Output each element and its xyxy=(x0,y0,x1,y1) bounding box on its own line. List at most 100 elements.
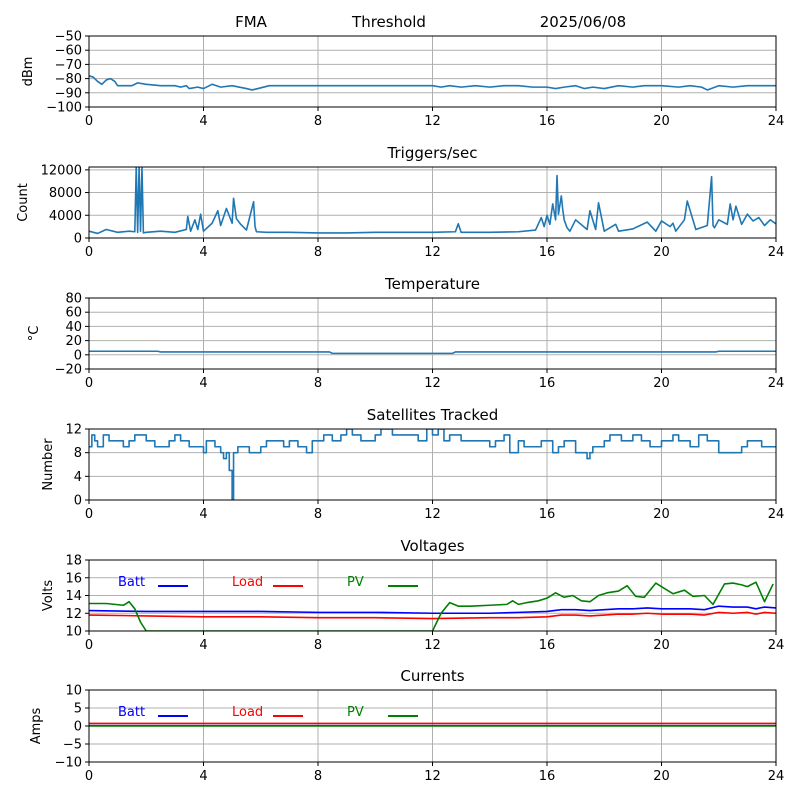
x-tick-label: 0 xyxy=(85,638,93,653)
y-tick-label: −5 xyxy=(63,738,82,753)
x-tick-label: 24 xyxy=(768,638,785,653)
y-axis-label: Amps xyxy=(29,707,44,744)
y-tick-label: 14 xyxy=(65,589,82,604)
y-tick-label: 12 xyxy=(65,607,82,622)
x-tick-label: 24 xyxy=(768,376,785,391)
y-tick-label: −90 xyxy=(55,86,82,101)
panel-title: Satellites Tracked xyxy=(367,406,498,424)
x-tick-label: 16 xyxy=(539,245,556,260)
y-tick-label: −60 xyxy=(55,44,82,59)
x-tick-label: 16 xyxy=(539,507,556,522)
legend-label-batt: Batt xyxy=(118,575,145,590)
x-tick-label: 12 xyxy=(424,245,441,260)
x-tick-label: 12 xyxy=(424,114,441,129)
x-tick-label: 8 xyxy=(314,245,322,260)
x-tick-label: 12 xyxy=(424,376,441,391)
x-tick-label: 0 xyxy=(85,114,93,129)
x-tick-label: 4 xyxy=(199,638,207,653)
y-tick-label: 0 xyxy=(74,494,82,509)
y-tick-label: −80 xyxy=(55,72,82,87)
y-tick-label: 16 xyxy=(65,571,82,586)
y-tick-label: 18 xyxy=(65,554,82,569)
x-tick-label: 4 xyxy=(199,114,207,129)
x-tick-label: 20 xyxy=(653,638,670,653)
y-axis-label: °C xyxy=(27,326,42,342)
x-tick-label: 20 xyxy=(653,507,670,522)
chart-panel-0: 0 4 8 12 16 20 24 −100−90−80−70−60−50 dBm xyxy=(21,30,784,130)
panel-title: Voltages xyxy=(400,537,464,555)
x-tick-label: 24 xyxy=(768,769,785,784)
legend-label-load: Load xyxy=(232,705,263,720)
y-tick-label: −20 xyxy=(55,363,82,378)
y-tick-label: 40 xyxy=(65,320,82,335)
y-tick-label: 8000 xyxy=(49,186,82,201)
y-tick-label: −70 xyxy=(55,58,82,73)
x-tick-label: 8 xyxy=(314,769,322,784)
y-tick-label: 8 xyxy=(74,446,82,461)
header-mode: Threshold xyxy=(351,13,426,31)
x-tick-label: 24 xyxy=(768,507,785,522)
header-date: 2025/06/08 xyxy=(540,13,626,31)
x-tick-label: 8 xyxy=(314,638,322,653)
legend-label-load: Load xyxy=(232,575,263,590)
x-tick-label: 0 xyxy=(85,376,93,391)
x-tick-label: 8 xyxy=(314,376,322,391)
x-tick-label: 20 xyxy=(653,114,670,129)
y-tick-label: 80 xyxy=(65,292,82,307)
chart-panel-4: 0 4 8 12 16 20 24 10 12 14 16 18 Voltages Volts Batt Lo… xyxy=(41,537,784,653)
legend-label-batt: Batt xyxy=(118,705,145,720)
x-tick-label: 12 xyxy=(424,638,441,653)
x-tick-label: 16 xyxy=(539,769,556,784)
y-tick-label: 10 xyxy=(65,684,82,699)
series-line-0 xyxy=(89,167,776,235)
panel-title: Currents xyxy=(400,667,464,685)
x-tick-label: 0 xyxy=(85,769,93,784)
y-tick-label: −10 xyxy=(55,756,82,771)
y-tick-label: 4 xyxy=(74,470,82,485)
panel-title: Triggers/sec xyxy=(387,144,478,162)
x-tick-label: 4 xyxy=(199,769,207,784)
x-tick-label: 20 xyxy=(653,769,670,784)
y-tick-label: 10 xyxy=(65,625,82,640)
y-axis-label: dBm xyxy=(21,57,36,87)
series-line-batt xyxy=(89,605,776,615)
x-tick-label: 4 xyxy=(199,376,207,391)
y-tick-label: 0 xyxy=(74,348,82,363)
chart-panel-5: 0 4 8 12 16 20 24 −10 −5 0 5 10 Currents Amps Batt Load… xyxy=(29,667,784,784)
chart-panel-3: 0 4 8 12 16 20 24 0 4 8 12 Satellites Tracked Number xyxy=(41,406,784,522)
series-line-pv xyxy=(89,581,774,631)
y-tick-label: 60 xyxy=(65,306,82,321)
x-tick-label: 16 xyxy=(539,376,556,391)
y-axis-label: Number xyxy=(41,438,56,491)
panel-title: Temperature xyxy=(384,275,480,293)
x-tick-label: 12 xyxy=(424,507,441,522)
x-tick-label: 8 xyxy=(314,507,322,522)
y-axis-label: Volts xyxy=(41,580,56,612)
chart-panel-1: 0 4 8 12 16 20 24 0 4000 8000 12000 Triggers/sec Cou… xyxy=(16,144,784,260)
y-tick-label: −50 xyxy=(55,30,82,45)
x-tick-label: 16 xyxy=(539,114,556,129)
series-line-0 xyxy=(89,75,776,91)
y-tick-label: −100 xyxy=(46,101,82,116)
x-tick-label: 20 xyxy=(653,376,670,391)
x-tick-label: 0 xyxy=(85,245,93,260)
x-tick-label: 12 xyxy=(424,769,441,784)
header-station: FMA xyxy=(235,13,268,31)
y-tick-label: 12 xyxy=(65,423,82,438)
legend-label-pv: PV xyxy=(347,705,364,720)
legend-label-pv: PV xyxy=(347,575,364,590)
series-line-0 xyxy=(89,350,776,355)
series-line-load xyxy=(89,611,776,620)
y-tick-label: 20 xyxy=(65,334,82,349)
x-tick-label: 20 xyxy=(653,245,670,260)
y-tick-label: 0 xyxy=(74,232,82,247)
y-tick-label: 5 xyxy=(74,702,82,717)
x-tick-label: 0 xyxy=(85,507,93,522)
x-tick-label: 24 xyxy=(768,114,785,129)
x-tick-label: 4 xyxy=(199,507,207,522)
x-tick-label: 16 xyxy=(539,638,556,653)
y-axis-label: Count xyxy=(16,183,31,222)
x-tick-label: 8 xyxy=(314,114,322,129)
